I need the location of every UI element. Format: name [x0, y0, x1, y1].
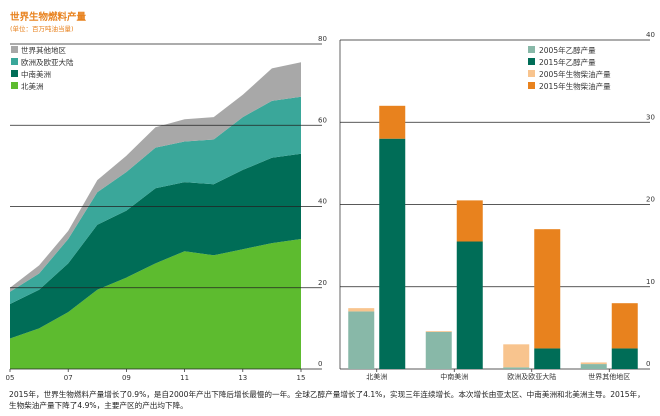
area-series-1 [10, 153, 301, 339]
area-ytick-0: 0 [318, 360, 322, 368]
area-legend-label-2: 中南美洲 [21, 69, 51, 79]
bar-legend-swatch-1 [528, 58, 535, 65]
bar-1-2015-seg-1 [456, 200, 483, 242]
bar-legend-label-3: 2015年生物柴油产量 [539, 81, 611, 91]
area-series-3 [10, 62, 301, 292]
bar-0-2005-seg-0 [348, 311, 375, 369]
bar-ytick-4: 40 [646, 31, 655, 39]
bar-category-label-0: 北美洲 [366, 372, 387, 381]
bar-legend-label-0: 2005年乙醇产量 [539, 45, 596, 55]
area-legend-label-3: 北美洲 [21, 81, 44, 91]
bar-0-2015-seg-1 [379, 105, 406, 139]
bar-3-2015-seg-0 [611, 348, 638, 369]
area-legend-swatch-0 [11, 46, 18, 53]
bar-3-2005-seg-0 [580, 364, 607, 369]
bar-1-2005-seg-0 [425, 331, 452, 369]
bar-legend-swatch-0 [528, 46, 535, 53]
bar-3-2005-seg-1 [580, 362, 607, 365]
area-xtick-0: 05 [6, 374, 15, 382]
area-legend-swatch-3 [11, 82, 18, 89]
area-legend-swatch-1 [11, 58, 18, 65]
bar-legend-swatch-2 [528, 70, 535, 77]
bar-legend-label-2: 2005年生物柴油产量 [539, 69, 611, 79]
bar-1-2015-seg-0 [456, 241, 483, 369]
area-legend-label-0: 世界其他地区 [21, 45, 66, 55]
area-series-0 [10, 239, 301, 369]
area-legend-label-1: 欧洲及欧亚大陆 [21, 57, 74, 67]
bar-3-2015-seg-1 [611, 303, 638, 349]
area-xtick-3: 11 [180, 374, 189, 382]
area-xtick-5: 15 [297, 374, 306, 382]
bar-ytick-1: 10 [646, 278, 655, 286]
area-ytick-4: 80 [318, 35, 327, 43]
bar-0-2005-seg-1 [348, 308, 375, 312]
bar-ytick-3: 30 [646, 113, 655, 121]
area-xtick-1: 07 [64, 374, 73, 382]
caption-text: 2015年，世界生物燃料产量增长了0.9%，是自2000年产出下降后增长最慢的一… [9, 390, 645, 410]
bar-ytick-0: 0 [646, 360, 650, 368]
bar-ytick-2: 20 [646, 196, 655, 204]
chart-subtitle: (单位：百万吨油当量) [10, 25, 74, 33]
bar-1-2005-seg-1 [425, 331, 452, 332]
bar-legend-swatch-3 [528, 82, 535, 89]
area-series-2 [10, 96, 301, 304]
bar-2-2015-seg-1 [534, 229, 561, 349]
area-ytick-3: 60 [318, 116, 327, 124]
bar-legend-label-1: 2015年乙醇产量 [539, 57, 596, 67]
bar-2-2005-seg-0 [503, 367, 530, 369]
bar-0-2015-seg-0 [379, 138, 406, 369]
area-xtick-4: 13 [238, 374, 247, 382]
chart-title: 世界生物燃料产量 [10, 12, 87, 23]
bar-2-2015-seg-0 [534, 348, 561, 369]
bar-category-label-3: 世界其他地区 [588, 372, 630, 381]
bar-category-label-1: 中南美洲 [440, 372, 468, 381]
area-xtick-2: 09 [122, 374, 131, 382]
area-ytick-2: 40 [318, 198, 327, 206]
bar-2-2005-seg-1 [503, 344, 530, 368]
area-legend-swatch-2 [11, 70, 18, 77]
bar-category-label-2: 欧洲及欧亚大陆 [507, 372, 556, 381]
area-ytick-1: 20 [318, 279, 327, 287]
